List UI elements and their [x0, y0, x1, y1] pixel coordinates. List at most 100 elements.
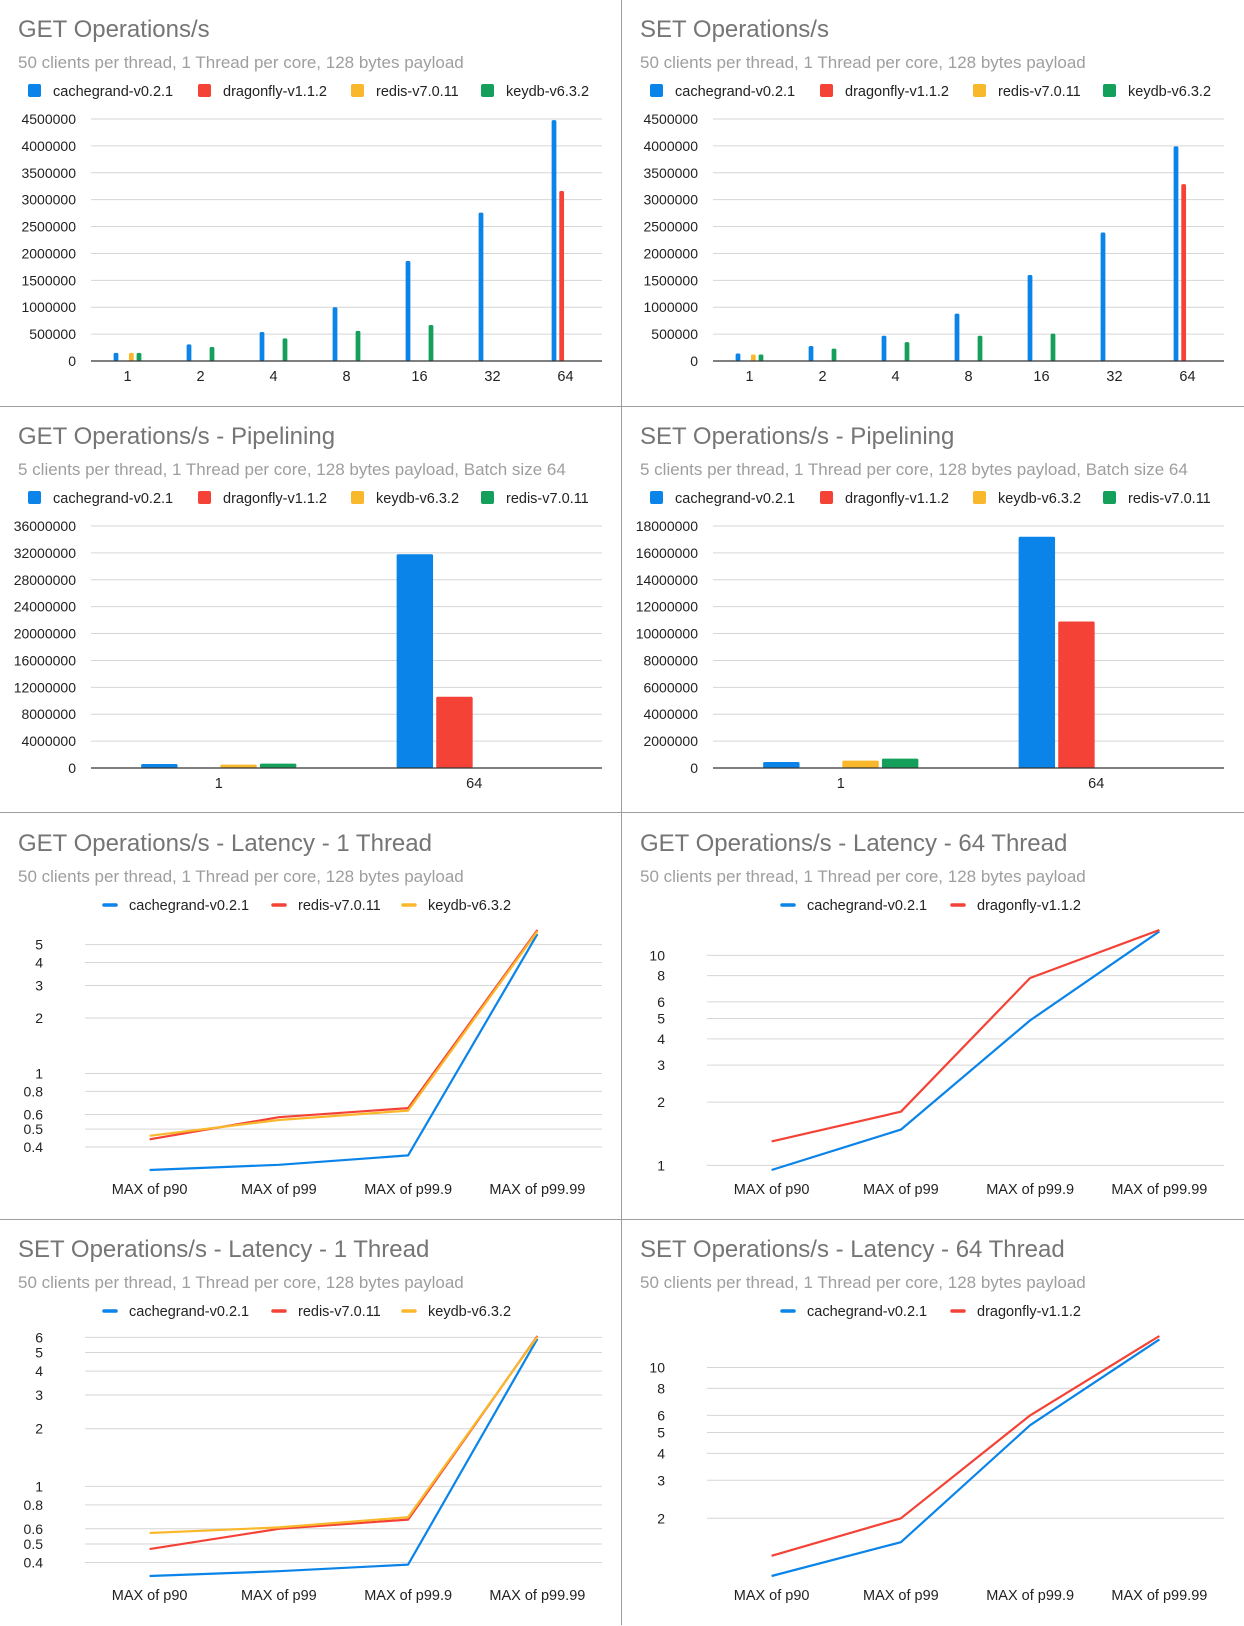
y-tick-label: 4: [35, 1363, 43, 1379]
y-tick-label: 0.4: [24, 1139, 44, 1155]
chart-panel-set-lat-1: SET Operations/s - Latency - 1 Thread 50 …: [0, 1220, 621, 1626]
x-tick-label: 16: [411, 369, 427, 385]
series-lines: [771, 928, 1161, 1172]
x-tick-label: MAX of p90: [112, 1182, 188, 1198]
y-tick-label: 3: [35, 978, 43, 994]
y-tick-label: 0: [690, 760, 698, 776]
chart-title: SET Operations/s: [640, 16, 829, 43]
legend-swatch-keydb: [481, 84, 494, 97]
gridlines: [707, 1367, 1224, 1519]
series-line-cachegrand: [771, 1338, 1161, 1578]
bars: [141, 554, 473, 768]
y-tick-label: 0.4: [24, 1554, 44, 1570]
y-tick-label: 0.8: [24, 1497, 44, 1513]
bar-keydb: [282, 338, 288, 361]
y-tick-label: 10: [649, 1360, 665, 1376]
y-tick-label: 4500000: [643, 111, 698, 127]
series-line-cachegrand: [771, 930, 1161, 1172]
y-tick-label: 0: [68, 760, 76, 776]
x-tick-label: MAX of p99.9: [364, 1182, 452, 1198]
y-tick-label: 0: [68, 353, 76, 369]
chart-panel-set-pipe: SET Operations/s - Pipelining 5 clients p…: [622, 407, 1243, 813]
panel-separator-horizontal: [0, 406, 1244, 407]
y-tick-label: 0.8: [24, 1083, 44, 1099]
y-tick-label: 3500000: [21, 165, 76, 181]
chart-legend: cachegrand-v0.2.1 redis-v7.0.11 keydb-v6.3…: [102, 1304, 511, 1320]
legend-label: dragonfly-v1.1.2: [223, 84, 327, 100]
series-lines: [149, 929, 539, 1172]
chart-panel-get-lat-1: GET Operations/s - Latency - 1 Thread 50 …: [0, 814, 621, 1220]
chart-get-lat-1: GET Operations/s - Latency - 1 Thread 50 …: [18, 830, 602, 1198]
y-tick-label: 18000000: [636, 518, 699, 534]
x-tick-label: MAX of p99.99: [489, 1588, 585, 1604]
x-tick-label: MAX of p99.9: [364, 1588, 452, 1604]
legend-swatch-dragonfly: [198, 84, 211, 97]
y-tick-label: 1000000: [643, 299, 698, 315]
bar-dragonfly: [436, 696, 473, 768]
x-tick-label: 2: [818, 369, 826, 385]
legend-label: keydb-v6.3.2: [998, 491, 1081, 507]
series-line-redis: [149, 1336, 539, 1535]
chart-title: SET Operations/s - Pipelining: [640, 423, 954, 450]
legend-label: keydb-v6.3.2: [376, 491, 459, 507]
legend-swatch-keydb: [1103, 84, 1116, 97]
x-tick-label: 32: [484, 369, 500, 385]
y-tick-label: 5: [657, 1424, 665, 1440]
bars: [763, 536, 1095, 768]
chart-subtitle: 50 clients per thread, 1 Thread per core…: [640, 1273, 1086, 1292]
chart-subtitle: 5 clients per thread, 1 Thread per core,…: [18, 460, 566, 479]
y-tick-label: 0.5: [24, 1121, 44, 1137]
legend-label: redis-v7.0.11: [998, 84, 1081, 100]
legend-label: cachegrand-v0.2.1: [807, 898, 927, 914]
bar-cachegrand: [1018, 536, 1056, 768]
chart-legend: cachegrand-v0.2.1 dragonfly-v1.1.2: [780, 1304, 1081, 1320]
chart-set-pipe: SET Operations/s - Pipelining 5 clients p…: [636, 423, 1224, 792]
y-tick-label: 2: [35, 1421, 43, 1437]
gridlines: [713, 525, 1224, 742]
series-line-cachegrand: [149, 933, 539, 1172]
chart-title: SET Operations/s - Latency - 64 Thread: [640, 1236, 1065, 1263]
legend-label: redis-v7.0.11: [376, 84, 459, 100]
legend-label: cachegrand-v0.2.1: [53, 84, 173, 100]
y-tick-label: 3000000: [21, 192, 76, 208]
chart-legend: cachegrand-v0.2.1 redis-v7.0.11 keydb-v6.3…: [102, 898, 511, 914]
chart-title: GET Operations/s: [18, 16, 210, 43]
y-tick-label: 16000000: [14, 652, 77, 668]
y-tick-label: 12000000: [14, 679, 77, 695]
y-tick-label: 2000000: [21, 245, 76, 261]
legend-swatch-dragonfly: [198, 491, 211, 504]
y-tick-label: 2500000: [643, 219, 698, 235]
y-tick-label: 2: [35, 1010, 43, 1026]
chart-legend: cachegrand-v0.2.1 dragonfly-v1.1.2 keydb-v…: [28, 491, 589, 507]
y-tick-label: 1: [35, 1478, 43, 1494]
chart-subtitle: 5 clients per thread, 1 Thread per core,…: [640, 460, 1188, 479]
x-tick-label: 64: [466, 776, 482, 792]
y-tick-label: 4: [35, 954, 43, 970]
y-tick-label: 10: [649, 947, 665, 963]
legend-swatch-redis: [351, 84, 364, 97]
bar-cachegrand: [396, 554, 434, 768]
legend-label: cachegrand-v0.2.1: [807, 1304, 927, 1320]
x-tick-label: MAX of p90: [734, 1182, 810, 1198]
y-tick-label: 3000000: [643, 192, 698, 208]
bar-keydb: [1050, 333, 1056, 361]
bar-redis: [220, 764, 257, 768]
bar-dragonfly: [1181, 184, 1187, 361]
y-tick-label: 3500000: [643, 165, 698, 181]
bar-cachegrand: [1027, 274, 1033, 361]
bar-redis: [750, 354, 756, 361]
legend-label: keydb-v6.3.2: [506, 84, 589, 100]
legend-label: redis-v7.0.11: [298, 898, 381, 914]
bar-cachegrand: [763, 761, 800, 768]
y-tick-label: 4: [657, 1031, 665, 1047]
series-line-dragonfly: [771, 928, 1160, 1143]
y-tick-label: 4000000: [643, 138, 698, 154]
bar-cachegrand: [478, 212, 484, 361]
chart-set-ops: SET Operations/s 50 clients per thread, 1…: [640, 16, 1224, 385]
gridlines: [91, 525, 602, 742]
legend-swatch-dragonfly: [820, 491, 833, 504]
bar-cachegrand: [735, 353, 741, 361]
gridlines: [91, 118, 602, 335]
chart-legend: cachegrand-v0.2.1 dragonfly-v1.1.2 redis-v…: [650, 84, 1211, 100]
legend-label: cachegrand-v0.2.1: [129, 898, 249, 914]
